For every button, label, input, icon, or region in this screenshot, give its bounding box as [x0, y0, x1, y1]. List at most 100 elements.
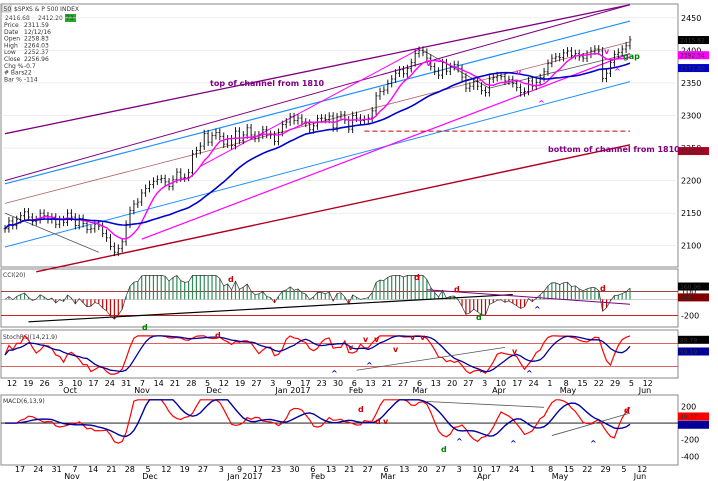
- fast-moving-average: [4, 52, 631, 240]
- bottom-channel-line-red: [36, 144, 631, 273]
- info-value-8: -114: [24, 76, 38, 83]
- rsi-date-tick-26: 13: [431, 379, 441, 388]
- macd-date-tick-14: 23: [271, 465, 281, 474]
- cci-label: CCI(20): [3, 272, 25, 279]
- macd-trendline-b: [551, 412, 631, 436]
- price-annotation-0: top of channel from 1810: [210, 79, 325, 88]
- cci-purple-trendline: [426, 289, 631, 305]
- date-axis-upper: 12 19 26 3 10 17 24 31 7 14 21 28 5 12 19 27 3 9 17 23 30 6 13…: [7, 379, 653, 395]
- rsi-date-tick-12: 5: [205, 379, 210, 388]
- macd-date-tick-12: 9: [237, 465, 242, 474]
- cci-line: [4, 274, 631, 320]
- magenta-support-line: [141, 53, 631, 240]
- cci-badge-1: 100: [680, 295, 692, 302]
- cci-badge-0: 160.96: [680, 284, 701, 291]
- upper-blue-channel: [4, 20, 631, 185]
- rsi-date-tick-31: 17: [512, 379, 522, 388]
- macd-date-tick-30: 15: [564, 465, 574, 474]
- info-value-0: 2311.59: [24, 22, 49, 29]
- macd-annotation-5: ^: [456, 437, 463, 446]
- rsi-annotation-8: ^: [331, 369, 338, 378]
- price-badge-2: 2372.80: [680, 66, 705, 73]
- rsi-month-2: Dec: [206, 386, 221, 395]
- macd-date-tick-5: 21: [106, 465, 116, 474]
- macd-date-tick-33: 5: [621, 465, 626, 474]
- price-y-axis: 210021502200225023002350240024502415.822…: [678, 14, 709, 251]
- info-key-0: Price: [4, 22, 19, 29]
- rsi-date-tick-16: 3: [270, 379, 275, 388]
- macd-trendline-a: [426, 401, 545, 408]
- macd-date-tick-34: 12: [637, 465, 647, 474]
- info-key-4: Low: [4, 49, 16, 56]
- rsi-annotation-10: ^: [479, 369, 486, 378]
- rsi-month-3: Jan 2017: [274, 386, 310, 395]
- rsi-date-tick-24: 27: [398, 379, 408, 388]
- rsi-annotation-7: v: [374, 335, 380, 344]
- rsi-annotation-3: v: [410, 333, 416, 342]
- cci-annotation-1: d: [414, 273, 420, 282]
- rsi-annotation-0: d: [215, 331, 221, 340]
- rsi-month-5: Mar: [412, 386, 428, 395]
- macd-date-tick-0: 17: [15, 465, 25, 474]
- rsi-label: StochRSI(14,21,9): [3, 334, 57, 341]
- top-channel-line: [4, 4, 631, 135]
- macd-month-5: Apr: [477, 472, 492, 481]
- macd-month-0: Nov: [64, 472, 80, 481]
- rsi-date-tick-35: 15: [577, 379, 587, 388]
- macd-date-tick-10: 27: [198, 465, 208, 474]
- price-badge-0: 2415.82: [680, 38, 705, 45]
- rsi-month-7: May: [560, 386, 577, 395]
- macd-month-6: May: [552, 472, 569, 481]
- macd-date-tick-27: 24: [509, 465, 519, 474]
- rsi-annotation-1: v: [348, 343, 354, 352]
- rsi-month-4: Feb: [349, 386, 363, 395]
- rsi-date-tick-18: 17: [300, 379, 310, 388]
- info-key-1: Date: [4, 29, 19, 36]
- rsi-date-tick-10: 21: [170, 379, 180, 388]
- cci-annotation-4: d: [142, 323, 148, 332]
- info-value-5: 2256.96: [24, 56, 49, 63]
- info-value-1: 12/12/16: [24, 29, 51, 36]
- price-badge-1: 2392.54: [680, 53, 705, 60]
- price-y-tick-0: 2100: [681, 242, 701, 251]
- price-annotation-2: gap: [623, 52, 640, 61]
- info-key-8: Bar %: [4, 76, 22, 83]
- rsi-trendline: [356, 346, 506, 371]
- macd-annotation-0: d: [358, 405, 364, 414]
- change-badge: 73: [66, 15, 74, 22]
- rsi-date-tick-5: 17: [88, 379, 98, 388]
- header-last2: 2412.20: [38, 15, 63, 22]
- rsi-date-tick-21: 6: [352, 379, 357, 388]
- macd-badge-0: 49.77: [680, 414, 697, 421]
- info-key-3: High: [4, 42, 18, 49]
- macd-annotation-2: v: [383, 417, 389, 426]
- macd-annotation-6: ^: [510, 439, 517, 448]
- macd-signal-line: [5, 399, 631, 438]
- macd-y-tick-0: -200: [681, 436, 699, 445]
- info-key-5: Close: [4, 56, 21, 63]
- price-bars: [3, 36, 632, 257]
- price-annotations: top of channel from 1810 bottom of channe…: [210, 47, 680, 154]
- price-badge-bg-1: [678, 51, 709, 60]
- macd-annotation-7: ^: [590, 439, 597, 448]
- macd-date-tick-28: 1: [530, 465, 535, 474]
- info-key-7: # Bars: [4, 70, 24, 77]
- rsi-date-tick-37: 29: [610, 379, 620, 388]
- macd-date-tick-4: 14: [88, 465, 98, 474]
- price-badge-3: 2245.36: [680, 149, 705, 156]
- rsi-date-tick-33: 1: [547, 379, 552, 388]
- cci-y-tick-1: 100: [681, 287, 696, 296]
- rsi-date-tick-39: 12: [643, 379, 653, 388]
- price-badge-bg-2: [678, 64, 709, 73]
- rsi-date-tick-8: 7: [140, 379, 145, 388]
- macd-date-tick-16: 6: [310, 465, 315, 474]
- rsi-date-tick-29: 3: [482, 379, 487, 388]
- rsi-date-tick-30: 10: [496, 379, 506, 388]
- rsi-date-tick-19: 23: [317, 379, 327, 388]
- price-y-tick-5: 2350: [681, 79, 701, 88]
- macd-date-tick-18: 21: [344, 465, 354, 474]
- rsi-annotation-4: v: [420, 333, 426, 342]
- info-value-6: -0.7: [24, 63, 36, 70]
- rsi-date-tick-4: 10: [72, 379, 82, 388]
- cci-annotation-2: d: [454, 285, 460, 294]
